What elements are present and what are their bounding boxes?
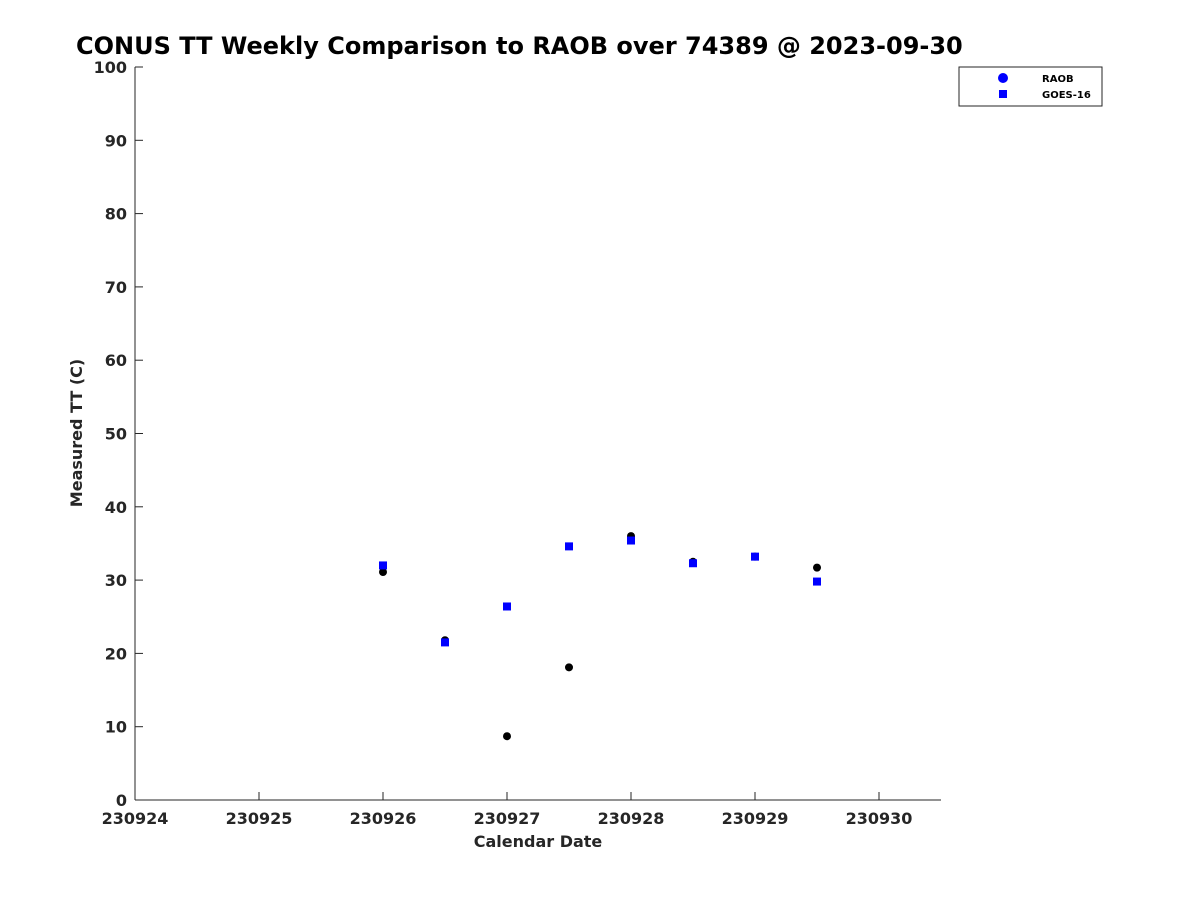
legend-raob-marker: [998, 73, 1008, 83]
axes: [134, 67, 941, 801]
y-tick-label: 30: [105, 571, 127, 590]
y-tick-label: 40: [105, 498, 127, 517]
data-points: [379, 532, 821, 741]
chart-title: CONUS TT Weekly Comparison to RAOB over …: [76, 32, 963, 60]
goes-16-point: [565, 542, 573, 551]
y-tick-label: 20: [105, 644, 127, 663]
legend-goes-marker: [999, 90, 1007, 98]
raob-point: [565, 663, 573, 672]
y-axis-label: Measured TT (C): [67, 359, 86, 507]
goes-16-point: [813, 577, 821, 586]
legend-goes-label: GOES-16: [1042, 90, 1091, 101]
y-ticks: 0 10 20 30 40 50 60 70 80 90 100: [94, 58, 143, 810]
raob-point: [813, 563, 821, 572]
legend-raob-label: RAOB: [1042, 74, 1074, 85]
x-ticks: 230924 230925 230926 230927 230928 230929 2309…: [102, 792, 913, 828]
legend-box: [958, 66, 1103, 107]
x-tick-label: 230926: [350, 809, 417, 828]
x-axis-label: Calendar Date: [474, 832, 603, 851]
goes-16-point: [689, 559, 697, 568]
y-tick-label: 70: [105, 278, 127, 297]
y-tick-label: 100: [94, 58, 127, 77]
goes-16-point: [627, 536, 635, 545]
goes-16-point: [441, 638, 449, 647]
y-tick-label: 0: [116, 791, 127, 810]
x-tick-label: 230928: [598, 809, 665, 828]
x-tick-label: 230925: [226, 809, 293, 828]
y-tick-label: 50: [105, 425, 127, 444]
raob-point: [503, 732, 511, 741]
goes-16-point: [379, 561, 387, 570]
y-tick-label: 80: [105, 205, 127, 224]
x-tick-label: 230927: [474, 809, 541, 828]
goes-16-point: [751, 552, 759, 561]
x-tick-label: 230929: [722, 809, 789, 828]
legend: RAOB GOES-16: [958, 66, 1103, 107]
x-tick-label: 230924: [102, 809, 169, 828]
goes-16-point: [503, 602, 511, 611]
y-tick-label: 10: [105, 718, 127, 737]
y-tick-label: 60: [105, 351, 127, 370]
raob-point: [379, 568, 387, 577]
x-tick-label: 230930: [846, 809, 913, 828]
y-tick-label: 90: [105, 131, 127, 150]
